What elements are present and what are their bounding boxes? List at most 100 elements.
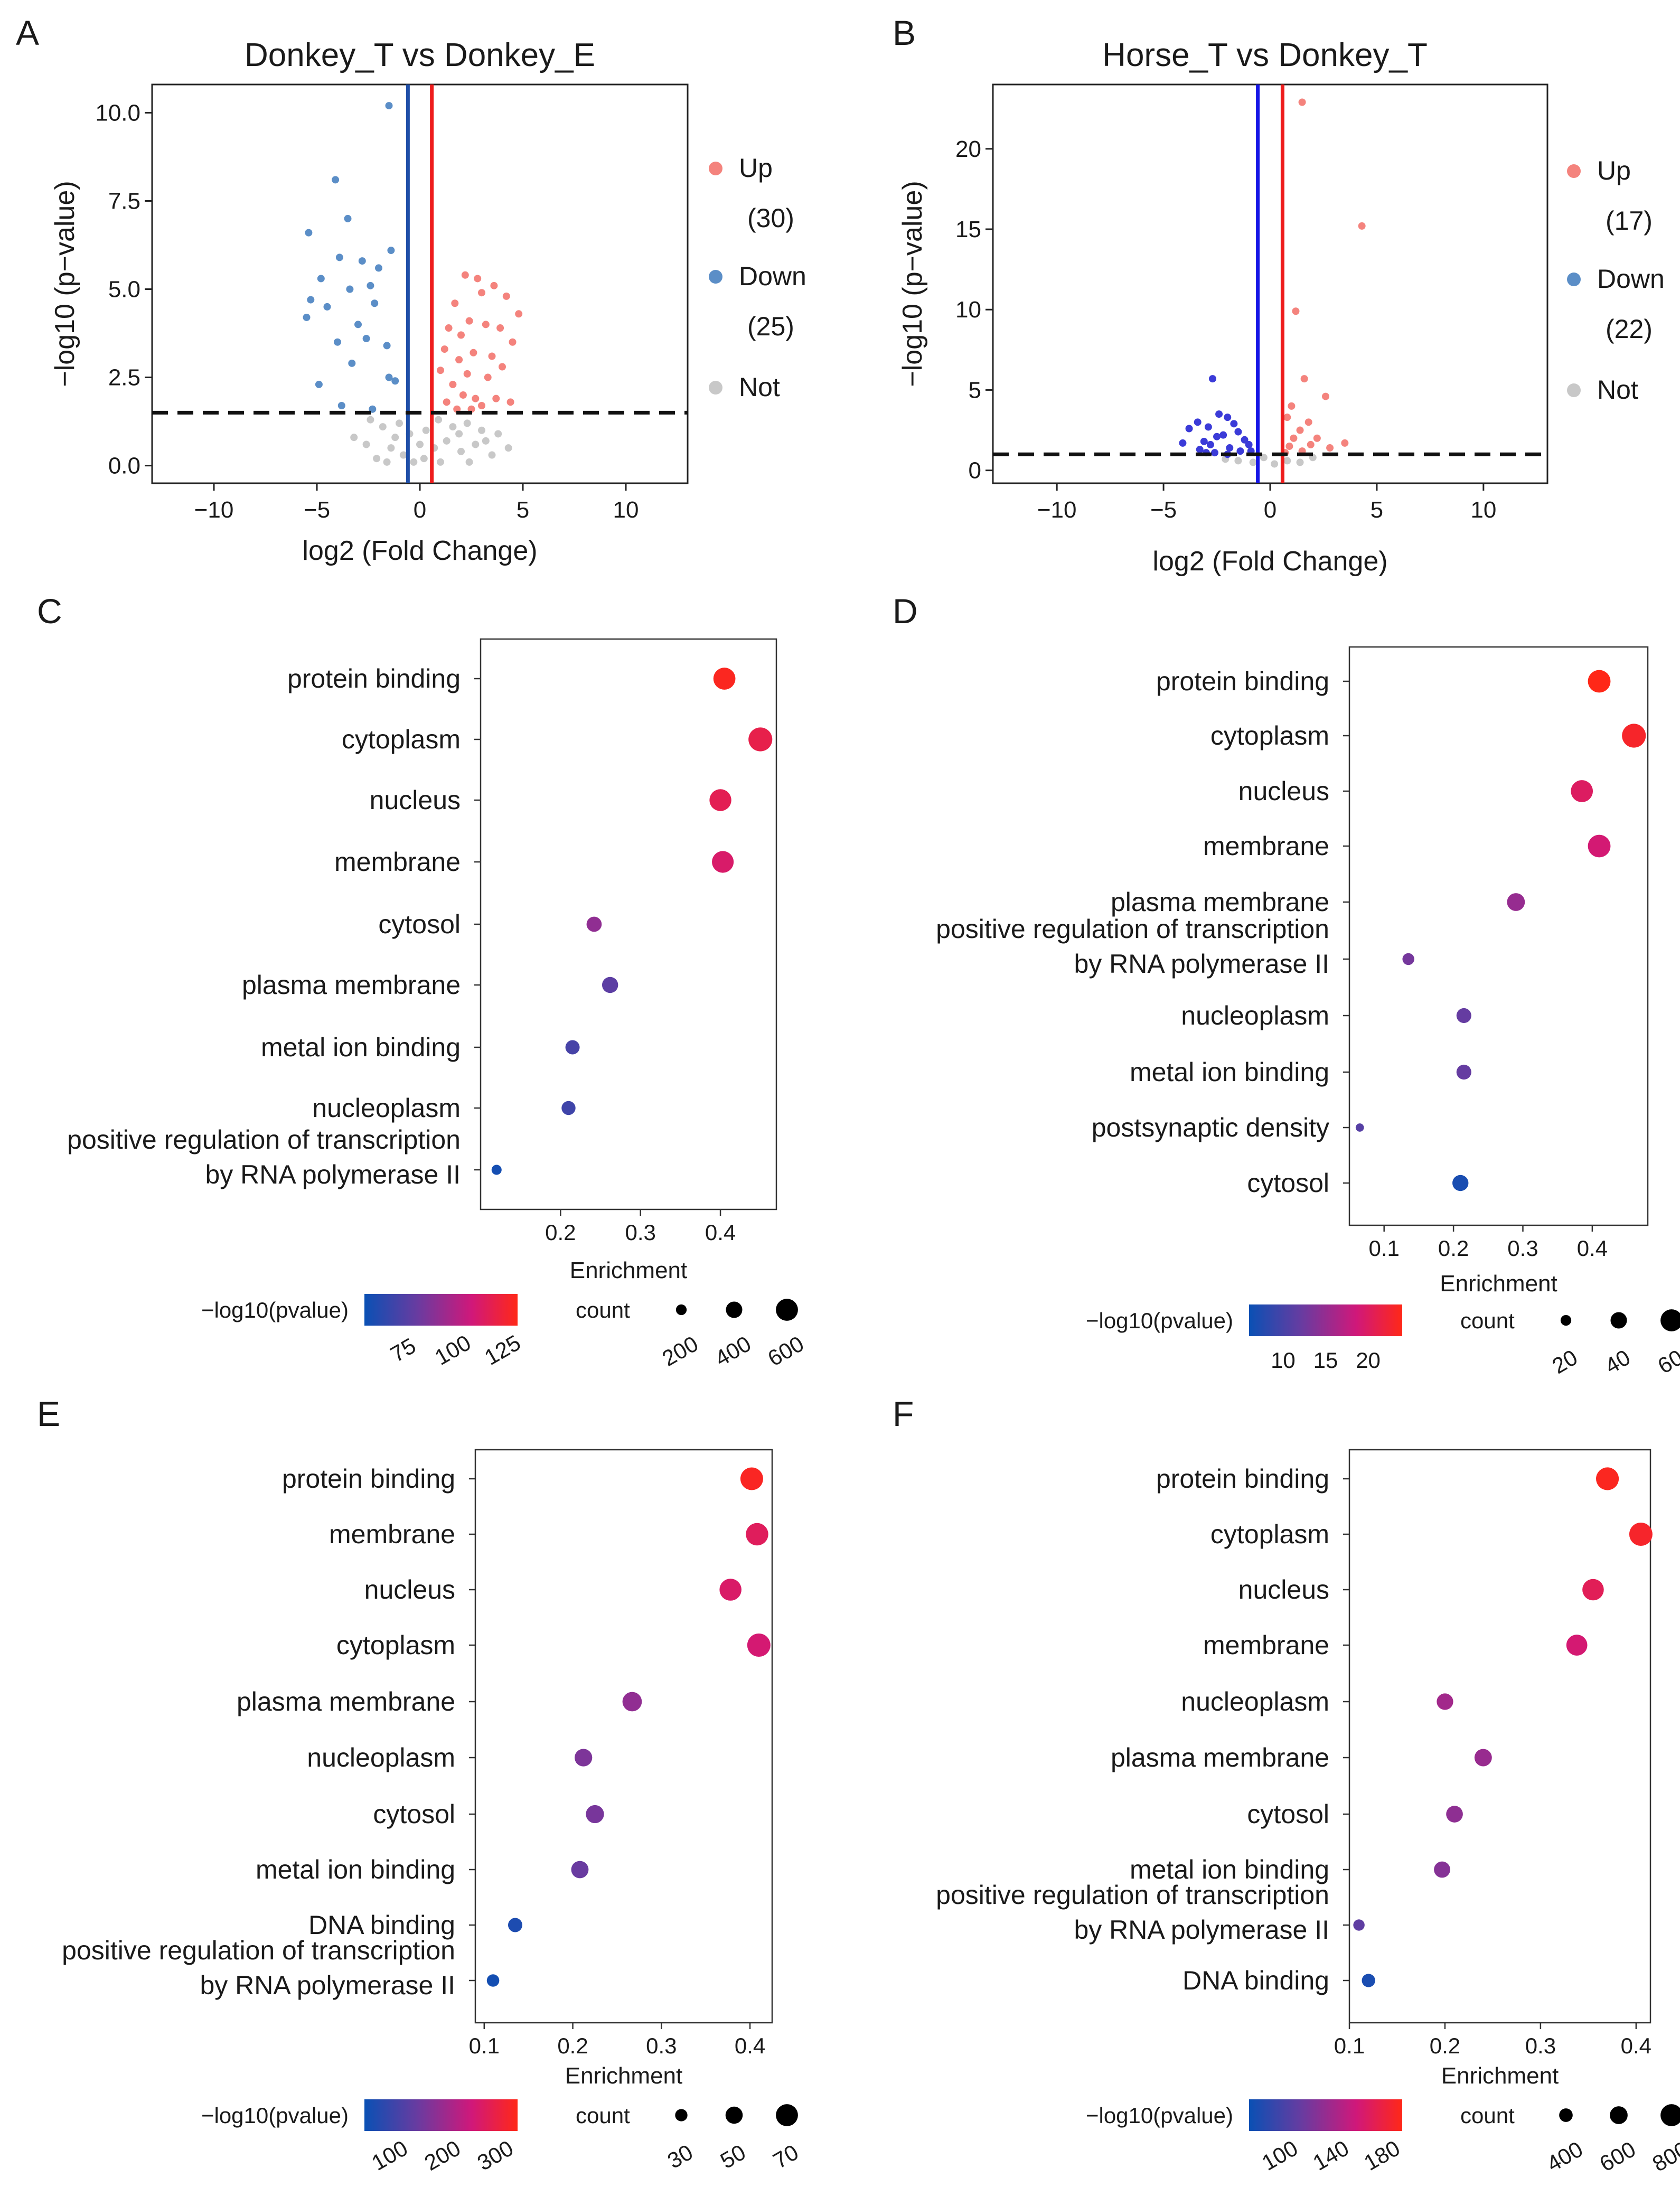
x-axis-label: Enrichment: [1441, 2063, 1559, 2089]
point-up: [492, 395, 500, 402]
point-down: [1234, 428, 1242, 436]
panel-label: D: [893, 592, 918, 631]
bubble-point: [746, 1523, 768, 1546]
size-legend-dot: [726, 1301, 743, 1318]
point-not: [504, 444, 512, 452]
point-up: [490, 281, 498, 289]
term-label: plasma membrane: [1111, 1743, 1329, 1772]
x-tick-label: 0.3: [646, 2033, 677, 2058]
point-down: [362, 335, 370, 343]
color-legend-tick: 20: [1356, 1348, 1381, 1373]
term-label: plasma membrane: [237, 1687, 455, 1716]
point-down: [317, 275, 325, 283]
size-legend-title: count: [1460, 1308, 1515, 1333]
point-not: [435, 416, 443, 424]
point-down: [354, 321, 362, 328]
size-legend-tick: 40: [1601, 1345, 1635, 1378]
color-legend-tick: 100: [430, 1330, 475, 1370]
point-down: [385, 102, 393, 110]
plot-frame: [480, 638, 777, 1210]
point-up: [1285, 442, 1293, 450]
point-down: [348, 359, 356, 367]
term-label: nucleus: [1238, 1575, 1329, 1604]
size-legend-tick: 200: [658, 1331, 702, 1371]
point-up: [1290, 434, 1298, 442]
size-legend-tick: 600: [764, 1331, 808, 1371]
point-down: [383, 342, 391, 350]
point-up: [515, 310, 523, 318]
bubble-point: [622, 1692, 642, 1712]
point-up: [1326, 444, 1334, 452]
point-up: [465, 317, 473, 325]
point-up: [488, 352, 496, 360]
x-tick-label: 0.4: [1577, 1236, 1608, 1261]
point-up: [1300, 375, 1308, 383]
bubble-point: [575, 1749, 593, 1767]
plot-frame: [992, 83, 1548, 484]
term-label: positive regulation of transcription by R…: [67, 1125, 461, 1189]
bubble-point: [1595, 1467, 1619, 1490]
y-tick-label: 2.5: [108, 365, 140, 391]
x-tick-label: 0.2: [1430, 2033, 1460, 2058]
size-legend-tick: 400: [1543, 2136, 1587, 2176]
point-not: [383, 458, 391, 466]
bubble-point: [1474, 1749, 1492, 1767]
color-legend-title: −log10(pvalue): [1086, 2103, 1233, 2128]
point-not: [437, 458, 444, 466]
panel-b: B Horse_T vs Donkey_T −10 −5 0 5 10 0 5 10 15 20 log…: [893, 13, 1665, 577]
point-down: [346, 285, 354, 293]
bubble-point: [1446, 1806, 1463, 1823]
panel-label: F: [893, 1394, 914, 1433]
legend-dot-not: [1567, 383, 1581, 397]
x-axis-label: Enrichment: [570, 1257, 688, 1283]
legend-count: (30): [747, 203, 794, 233]
term-label: metal ion binding: [1130, 1855, 1329, 1884]
point-up: [509, 338, 517, 346]
term-label: DNA binding: [308, 1910, 455, 1940]
point-not: [1271, 460, 1279, 468]
bubble-point: [1566, 1635, 1588, 1656]
size-legend-dot: [1610, 2106, 1628, 2124]
term-label: cytoplasm: [342, 725, 461, 754]
color-legend-bar: [1249, 1304, 1402, 1336]
color-legend-tick: 75: [386, 1333, 420, 1367]
point-not: [1296, 458, 1304, 466]
x-tick-label: 0.4: [705, 1220, 736, 1245]
point-down: [315, 380, 323, 388]
bubble-point: [1629, 1523, 1653, 1546]
bubble-point: [571, 1861, 589, 1879]
point-down: [1179, 439, 1187, 447]
size-legend-tick: 400: [711, 1331, 755, 1371]
point-not: [399, 451, 407, 459]
term-label: DNA binding: [1182, 1966, 1329, 1995]
point-not: [367, 416, 374, 424]
x-tick-label: 0.2: [545, 1220, 576, 1245]
x-tick-label: 10: [1470, 497, 1496, 523]
term-label: plasma membrane: [242, 970, 461, 1000]
bubble-point: [747, 1634, 771, 1657]
point-not: [1283, 457, 1291, 465]
term-label: protein binding: [282, 1464, 455, 1494]
size-legend-dot: [675, 1304, 687, 1316]
point-up: [451, 299, 459, 307]
term-label: positive regulation of transcription by R…: [936, 914, 1329, 979]
x-tick-label: −10: [194, 497, 234, 523]
point-down: [371, 299, 379, 307]
term-label: cytosol: [1247, 1799, 1329, 1829]
plot-frame: [151, 83, 689, 484]
size-legend-dot: [1660, 2104, 1680, 2126]
point-not: [350, 434, 358, 442]
bubble-point: [1362, 1974, 1375, 1987]
point-not: [488, 451, 496, 459]
point-down: [334, 338, 341, 346]
point-up: [496, 324, 504, 332]
y-tick-label: 0.0: [108, 453, 140, 479]
point-down: [1241, 436, 1249, 444]
panel-a: A Donkey_T vs Donkey_E −10 −5 0 5 10 0.0 2.5 5.0 7…: [16, 13, 806, 566]
point-up: [470, 349, 477, 356]
point-down: [305, 229, 313, 237]
bubble-point: [709, 789, 731, 811]
